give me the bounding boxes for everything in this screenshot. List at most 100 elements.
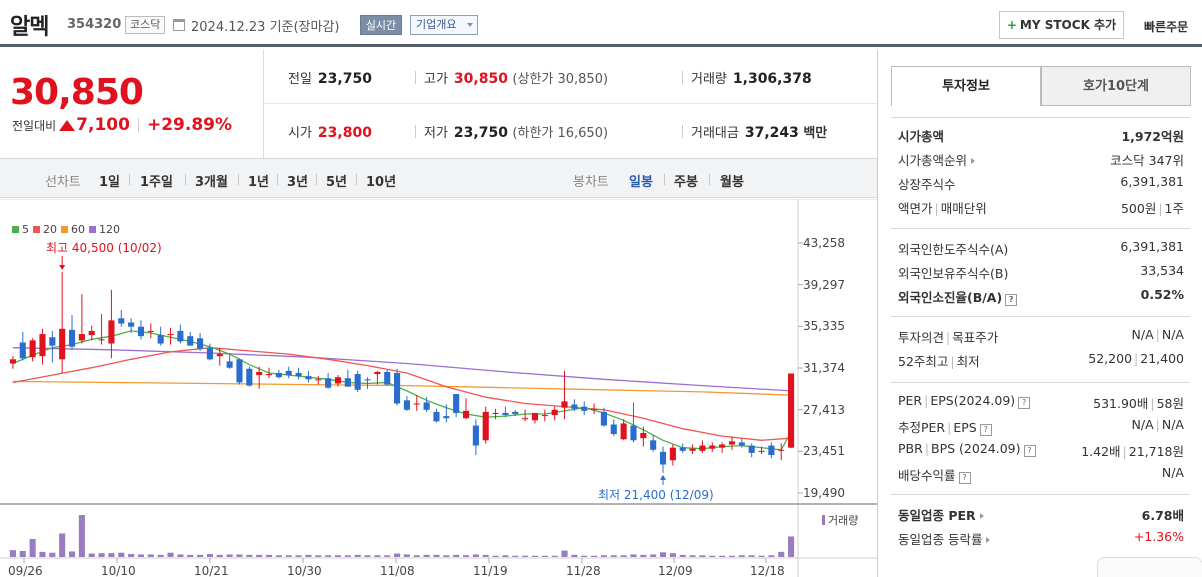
ma-line-5	[12, 330, 792, 451]
volume-bar	[39, 551, 46, 557]
candle	[305, 376, 312, 380]
divider: |	[1150, 396, 1155, 411]
info-label: 시가총액	[898, 126, 944, 145]
candle	[659, 451, 667, 465]
candle	[197, 338, 204, 349]
info-row: 외국인보유주식수(B) 33,534	[891, 259, 1190, 283]
info-label: 배당수익률?	[898, 465, 971, 484]
volume-bar	[334, 555, 342, 557]
period-5y[interactable]: 5년	[326, 175, 348, 190]
chevron-down-icon	[467, 23, 473, 27]
volume-bar	[108, 553, 115, 557]
candle	[561, 401, 568, 408]
candle-chart-label[interactable]: 봉차트	[573, 175, 609, 190]
volume-bar	[29, 539, 36, 557]
chevron-right-icon[interactable]	[979, 513, 984, 519]
candle	[768, 445, 775, 456]
change-label: 전일대비	[12, 118, 57, 133]
info-value-text: N/A	[1161, 417, 1184, 432]
info-row: 액면가 | 매매단위 500원 | 1주	[891, 194, 1190, 218]
tab-investment-info[interactable]: 투자정보	[891, 66, 1041, 106]
divider	[682, 71, 683, 84]
info-value: 6.78배	[1142, 505, 1184, 524]
chevron-right-icon[interactable]	[986, 537, 991, 543]
period-10y[interactable]: 10년	[366, 175, 397, 190]
legend-swatch-60	[61, 226, 68, 233]
panel-footer-tab[interactable]	[1097, 557, 1202, 577]
realtime-button[interactable]: 실시간	[360, 15, 402, 35]
period-1d[interactable]: 1일	[99, 175, 121, 190]
volume-bar	[394, 553, 401, 557]
x-tick: 10/30	[287, 564, 322, 577]
info-row: 외국인소진율(B/A)? 0.52%	[891, 283, 1190, 307]
info-label: 투자의견 | 목표주가	[898, 327, 998, 346]
x-tick: 10/21	[194, 564, 229, 577]
volume-bar	[502, 555, 509, 557]
quick-order-link[interactable]: 빠른주문	[1144, 20, 1189, 34]
candle	[128, 322, 135, 327]
investment-info-panel: 투자정보 호가10단계 시가총액 1,972억원 시가총액순위 코스닥 347위 상장주…	[877, 50, 1202, 577]
volume-bar	[295, 555, 302, 557]
company-overview-dropdown[interactable]: 기업개요	[410, 15, 478, 35]
candle	[108, 320, 115, 344]
volume-bar	[88, 553, 95, 557]
price-block: 30,850 전일대비 7,100 +29.89% 전일 23,750 고가 30,…	[0, 50, 878, 158]
volume-bar	[403, 554, 410, 557]
info-label-text: 액면가	[898, 201, 933, 216]
info-label-text: 동일업종 등락률	[898, 532, 983, 547]
volume-bar	[561, 550, 568, 557]
foreign-section: 외국인한도주식수(A) 6,391,381 외국인보유주식수(B) 33,534 외국인…	[891, 228, 1190, 307]
period-1y[interactable]: 1년	[248, 175, 270, 190]
volume-bar	[531, 555, 539, 557]
candle	[137, 326, 145, 337]
volume-label: 거래량	[822, 512, 858, 528]
candle	[748, 445, 755, 453]
volume-bar	[600, 555, 607, 557]
line-chart-label[interactable]: 선차트	[45, 175, 81, 190]
volume-bar	[640, 554, 647, 557]
x-tick: 09/26	[8, 564, 43, 577]
info-label: 52주최고 | 최저	[898, 351, 980, 370]
volume-bar	[265, 554, 273, 557]
high-price: 고가 30,850 (상한가 30,850)	[424, 68, 608, 87]
period-weekly[interactable]: 주봉	[674, 175, 698, 190]
legend-60: 60	[71, 223, 85, 236]
divider	[263, 50, 264, 158]
info-value-text: 21,400	[1140, 351, 1184, 366]
volume-bar	[443, 555, 450, 557]
divider	[277, 174, 278, 185]
period-monthly[interactable]: 월봉	[720, 175, 744, 190]
chart-canvas	[0, 199, 878, 577]
period-daily[interactable]: 일봉	[629, 175, 653, 190]
info-value: +1.36%	[1134, 529, 1184, 544]
candle	[315, 379, 322, 381]
period-3m[interactable]: 3개월	[195, 175, 228, 190]
volume-bar	[384, 555, 391, 557]
tab-orderbook[interactable]: 호가10단계	[1041, 66, 1191, 106]
help-icon[interactable]: ?	[958, 472, 971, 484]
info-value: N/A | N/A	[1132, 327, 1184, 342]
volume-bar	[669, 553, 676, 557]
y-tick: 19,490	[803, 486, 845, 500]
candle	[699, 445, 706, 451]
chevron-right-icon[interactable]	[971, 158, 976, 164]
current-price: 30,850	[10, 72, 144, 113]
price-chart[interactable]: 5 20 60 120 최고 40,500 (10/02) 최저 21,400 …	[0, 199, 878, 577]
add-mystock-button[interactable]: + MY STOCK 추가	[999, 11, 1124, 39]
low-label: 저가	[424, 126, 448, 141]
divider	[664, 174, 665, 185]
plus-icon: +	[1006, 18, 1017, 32]
volume-bar	[433, 554, 440, 557]
help-icon[interactable]: ?	[1018, 397, 1031, 409]
volume-label: 거래량	[691, 72, 727, 87]
help-icon[interactable]: ?	[1005, 294, 1018, 306]
volume-bar	[788, 536, 795, 557]
info-label: 동일업종 등락률	[898, 529, 991, 548]
info-value-text: 21,718원	[1128, 444, 1184, 459]
info-value-text: +1.36%	[1133, 529, 1184, 544]
help-icon[interactable]: ?	[979, 424, 992, 436]
period-1w[interactable]: 1주일	[140, 175, 173, 190]
x-tick: 12/09	[658, 564, 693, 577]
help-icon[interactable]: ?	[1023, 445, 1036, 457]
period-3y[interactable]: 3년	[287, 175, 309, 190]
